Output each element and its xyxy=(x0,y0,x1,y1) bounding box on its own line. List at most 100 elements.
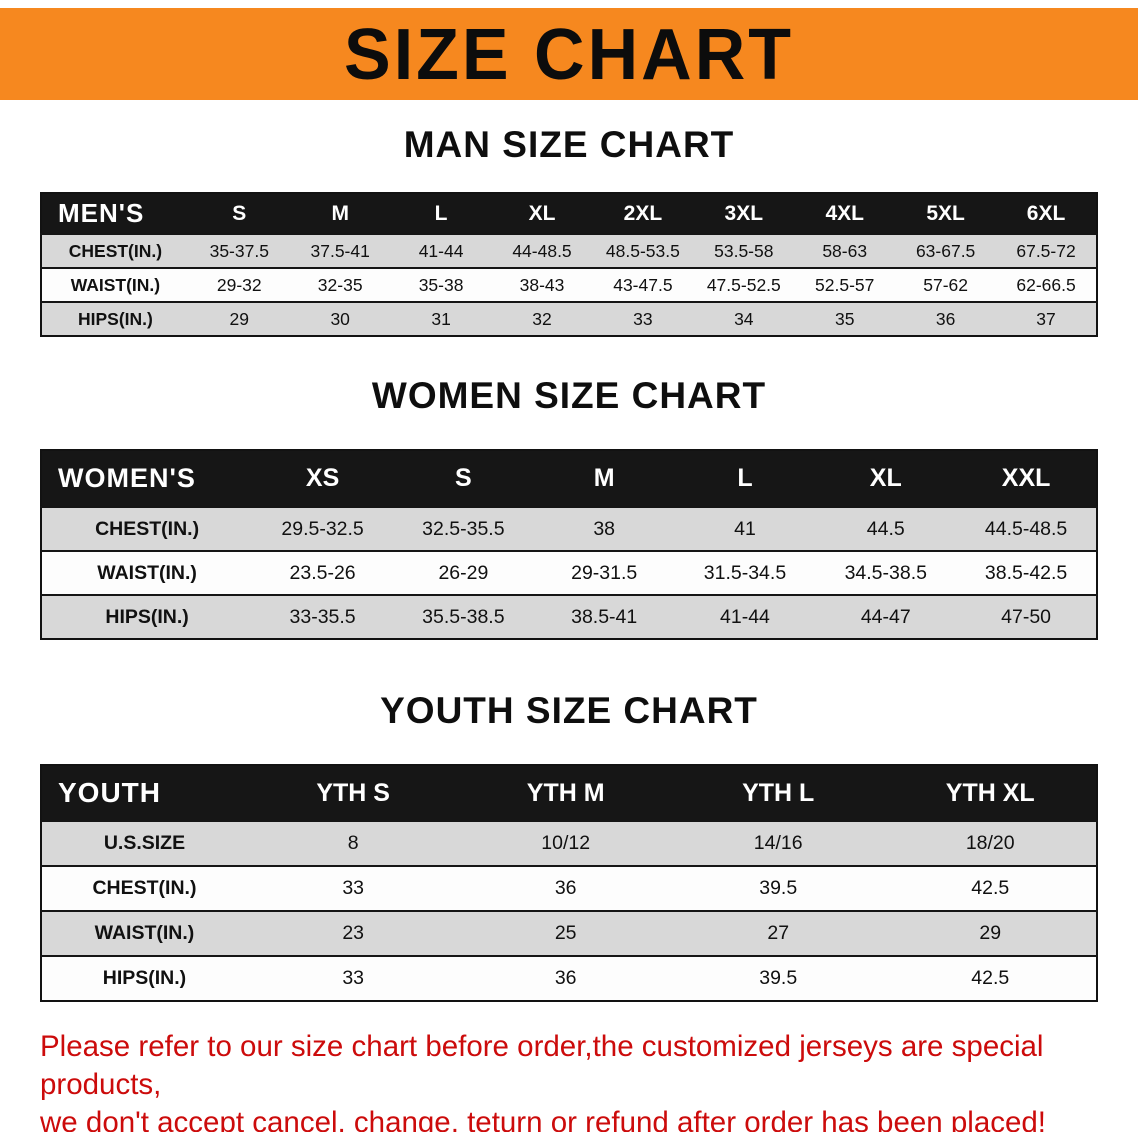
size-value-cell: 26-29 xyxy=(438,561,489,584)
size-value-cell: 36 xyxy=(935,308,956,329)
size-value-cell: 38-43 xyxy=(519,274,565,295)
measurement-row: CHEST(IN.) 29.5-32.5 32.5-35.5 38 41 44.5 44.5… xyxy=(41,507,1097,551)
size-column-header: XL xyxy=(528,201,556,225)
table-header-row: WOMEN'S XS S M L XL XXL xyxy=(41,450,1097,507)
size-value-cell: 31.5-34.5 xyxy=(703,561,787,584)
size-value-cell: 29-32 xyxy=(216,274,262,295)
table-header-row: YOUTH YTH S YTH M YTH L YTH XL xyxy=(41,765,1097,821)
size-value-cell: 23 xyxy=(342,922,365,944)
page-title: SIZE CHART xyxy=(344,13,794,95)
men-section-heading: MAN SIZE CHART xyxy=(403,124,735,165)
size-value-cell: 37 xyxy=(1036,308,1056,329)
size-value-cell: 34 xyxy=(734,308,754,329)
measurement-row: HIPS(IN.) 29 30 31 32 33 34 35 36 37 xyxy=(41,302,1097,336)
table-header-row: MEN'S S M L XL 2XL 3XL 4XL 5XL 6XL xyxy=(41,193,1097,234)
size-value-cell: 41 xyxy=(734,517,756,540)
size-value-cell: 57-62 xyxy=(923,274,968,295)
measurement-row-label: WAIST(IN.) xyxy=(94,922,195,944)
measurement-row-label: CHEST(IN.) xyxy=(92,877,197,899)
size-column-header: YTH XL xyxy=(945,778,1035,807)
women-size-table: WOMEN'S XS S M L XL XXL CHEST(IN.) 29.5-32.5 32.… xyxy=(40,449,1098,640)
size-value-cell: 30 xyxy=(330,308,350,329)
measurement-row: U.S.SIZE 8 10/12 14/16 18/20 xyxy=(41,821,1097,866)
size-value-cell: 33 xyxy=(342,967,365,989)
size-column-header: YTH L xyxy=(742,778,815,807)
size-value-cell: 62-66.5 xyxy=(1016,274,1076,295)
size-value-cell: 41-44 xyxy=(720,605,770,628)
women-size-section: WOMEN SIZE CHART WOMEN'S XS S M L XL XXL CHEST… xyxy=(0,375,1138,640)
size-column-header: YTH S xyxy=(316,778,390,807)
measurement-row-label: WAIST(IN.) xyxy=(70,274,161,295)
size-column-header: XL xyxy=(869,464,902,492)
size-column-header: L xyxy=(434,201,448,225)
size-value-cell: 32.5-35.5 xyxy=(422,517,505,540)
size-value-cell: 29-31.5 xyxy=(571,561,638,584)
measurement-row: WAIST(IN.) 23.5-26 26-29 29-31.5 31.5-34.5 34… xyxy=(41,551,1097,595)
size-value-cell: 38.5-41 xyxy=(571,605,638,628)
size-value-cell: 38 xyxy=(593,517,616,540)
size-value-cell: 35-38 xyxy=(418,274,464,295)
youth-section-heading: YOUTH SIZE CHART xyxy=(380,690,758,731)
size-value-cell: 47.5-52.5 xyxy=(706,274,781,295)
size-value-cell: 35.5-38.5 xyxy=(422,605,505,628)
size-value-cell: 33-35.5 xyxy=(289,605,356,628)
measurement-row-label: CHEST(IN.) xyxy=(95,517,200,540)
size-value-cell: 29 xyxy=(229,308,250,329)
men-size-table: MEN'S S M L XL 2XL 3XL 4XL 5XL 6XL CHEST(IN.) 35-3… xyxy=(40,192,1098,337)
size-value-cell: 33 xyxy=(342,877,365,899)
size-value-cell: 37.5-41 xyxy=(310,240,370,261)
size-value-cell: 14/16 xyxy=(753,832,803,854)
table-corner-label: MEN'S xyxy=(58,198,145,228)
size-value-cell: 44-47 xyxy=(860,605,911,628)
measurement-row: CHEST(IN.) 35-37.5 37.5-41 41-44 44-48.5 48.5… xyxy=(41,234,1097,268)
size-column-header: 6XL xyxy=(1026,201,1066,225)
size-value-cell: 42.5 xyxy=(971,967,1010,989)
table-corner-label: WOMEN'S xyxy=(58,463,196,493)
youth-size-section: YOUTH SIZE CHART YOUTH YTH S YTH M YTH L YTH… xyxy=(0,690,1138,1002)
size-value-cell: 35-37.5 xyxy=(209,240,269,261)
size-value-cell: 63-67.5 xyxy=(915,240,976,261)
size-value-cell: 44-48.5 xyxy=(512,240,572,261)
men-size-section: MAN SIZE CHART MEN'S S M L XL 2XL 3XL 4XL 5XL 6XL… xyxy=(0,124,1138,337)
measurement-row-label: CHEST(IN.) xyxy=(68,240,163,261)
size-value-cell: 32 xyxy=(532,308,552,329)
measurement-row-label: HIPS(IN.) xyxy=(102,967,187,989)
size-chart-banner: SIZE CHART xyxy=(0,8,1138,100)
size-value-cell: 10/12 xyxy=(541,832,591,854)
measurement-row: HIPS(IN.) 33-35.5 35.5-38.5 38.5-41 41-44 44-… xyxy=(41,595,1097,639)
size-value-cell: 41-44 xyxy=(418,240,464,261)
size-column-header: 3XL xyxy=(724,201,764,225)
size-value-cell: 29 xyxy=(979,922,1002,944)
size-value-cell: 39.5 xyxy=(759,967,798,989)
size-column-header: M xyxy=(331,201,349,225)
size-column-header: L xyxy=(737,464,753,492)
size-value-cell: 48.5-53.5 xyxy=(605,240,680,261)
size-value-cell: 29.5-32.5 xyxy=(281,517,364,540)
youth-size-table: YOUTH YTH S YTH M YTH L YTH XL U.S.SIZE 8 10/1… xyxy=(40,764,1098,1002)
size-value-cell: 31 xyxy=(431,308,451,329)
size-column-header: 4XL xyxy=(825,201,864,225)
size-value-cell: 34.5-38.5 xyxy=(844,561,927,584)
measurement-row: WAIST(IN.) 23 25 27 29 xyxy=(41,911,1097,956)
size-value-cell: 53.5-58 xyxy=(714,240,774,261)
size-value-cell: 58-63 xyxy=(822,240,868,261)
measurement-row: HIPS(IN.) 33 36 39.5 42.5 xyxy=(41,956,1097,1001)
size-value-cell: 44.5-48.5 xyxy=(984,517,1068,540)
size-value-cell: 42.5 xyxy=(971,877,1010,899)
size-column-header: 5XL xyxy=(926,201,965,225)
size-value-cell: 23.5-26 xyxy=(289,561,356,584)
size-column-header: S xyxy=(455,464,472,492)
measurement-row-label: HIPS(IN.) xyxy=(77,308,153,329)
size-column-header: 2XL xyxy=(623,201,663,225)
size-column-header: YTH M xyxy=(526,778,605,807)
size-value-cell: 52.5-57 xyxy=(815,274,875,295)
size-value-cell: 35 xyxy=(834,308,855,329)
size-value-cell: 36 xyxy=(554,967,577,989)
measurement-row-label: U.S.SIZE xyxy=(103,832,186,854)
size-value-cell: 25 xyxy=(554,922,577,944)
size-value-cell: 18/20 xyxy=(965,832,1015,854)
size-value-cell: 47-50 xyxy=(1001,605,1052,628)
measurement-row-label: WAIST(IN.) xyxy=(97,561,197,584)
size-value-cell: 67.5-72 xyxy=(1016,240,1076,261)
measurement-row: CHEST(IN.) 33 36 39.5 42.5 xyxy=(41,866,1097,911)
